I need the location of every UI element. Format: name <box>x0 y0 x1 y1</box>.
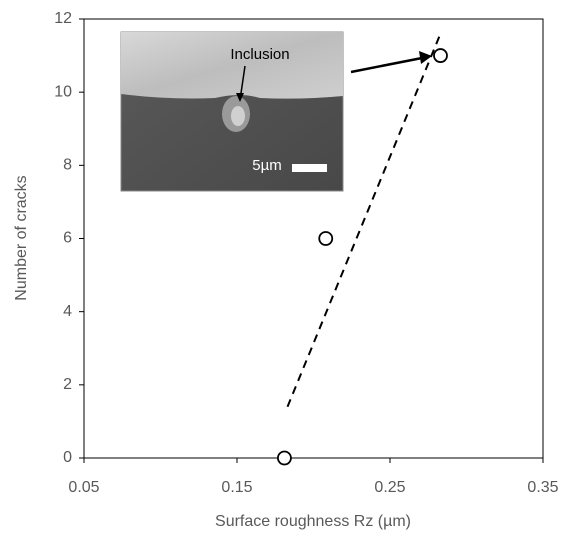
y-tick-label: 0 <box>63 449 72 466</box>
y-tick-label: 12 <box>54 10 72 27</box>
data-point <box>433 48 448 63</box>
x-tick-label: 0.15 <box>221 479 252 496</box>
y-tick-label: 4 <box>63 303 72 320</box>
x-tick-label: 0.35 <box>527 479 558 496</box>
scale-label: 5µm <box>252 157 281 174</box>
x-tick-label: 0.25 <box>374 479 405 496</box>
y-tick-label: 8 <box>63 157 72 174</box>
inset-image: Inclusion 5µm <box>120 31 344 192</box>
x-axis-label: Surface roughness Rz (µm) <box>215 513 411 530</box>
data-point <box>318 231 334 246</box>
y-tick-label: 10 <box>54 83 72 100</box>
y-tick-label: 2 <box>63 376 72 393</box>
inset-label: Inclusion <box>230 46 289 63</box>
y-axis-label: Number of cracks <box>13 175 30 300</box>
data-point <box>277 450 292 466</box>
pointer-arrow <box>350 51 432 74</box>
trendline <box>286 33 442 408</box>
y-tick-label: 6 <box>63 230 72 247</box>
x-tick-label: 0.05 <box>68 479 99 496</box>
